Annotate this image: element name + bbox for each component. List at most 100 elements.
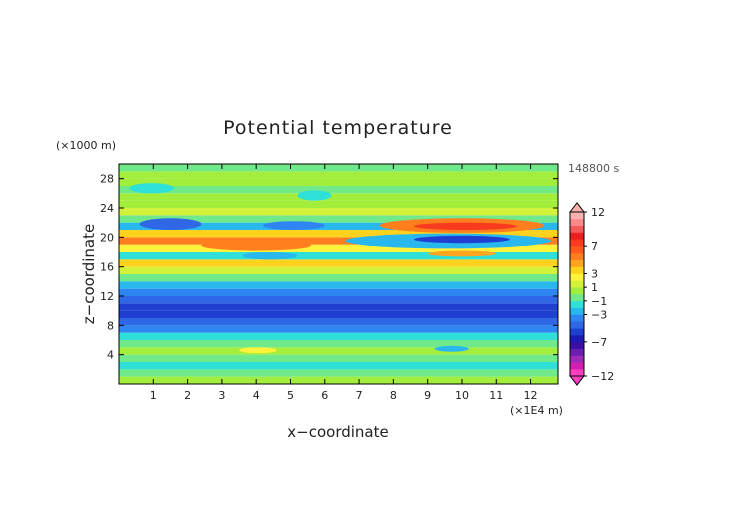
- x-tick-label: 1: [150, 389, 157, 402]
- heatmap-field: [119, 164, 558, 384]
- field-band: [119, 252, 558, 260]
- colorbar-swatch: [570, 280, 584, 288]
- field-feature: [297, 190, 332, 201]
- colorbar-swatch: [570, 212, 584, 220]
- field-band: [119, 237, 558, 245]
- colorbar-swatch: [570, 314, 584, 322]
- colorbar-swatch: [570, 355, 584, 363]
- field-feature: [434, 345, 469, 352]
- colorbar-swatch: [570, 362, 584, 370]
- x-tick-label: 7: [356, 389, 363, 402]
- field-feature: [139, 218, 202, 230]
- colorbar-swatch: [570, 307, 584, 315]
- x-unit-label: (×1E4 m): [510, 404, 563, 417]
- field-band: [119, 281, 558, 289]
- colorbar-swatch: [570, 328, 584, 336]
- y-tick-label: 4: [107, 349, 114, 362]
- field-feature: [263, 221, 325, 231]
- x-axis: 1 2 3 4 5 6 7 8 9 10 11 12: [150, 164, 538, 402]
- x-tick-label: 3: [218, 389, 225, 402]
- colorbar-swatch: [570, 348, 584, 356]
- field-band: [119, 318, 558, 326]
- colorbar-label: 1: [591, 281, 598, 294]
- chart-title: Potential temperature: [223, 117, 453, 139]
- field-band: [119, 259, 558, 267]
- colorbar-swatch: [570, 239, 584, 247]
- x-tick-label: 8: [390, 389, 397, 402]
- field-band: [119, 354, 558, 362]
- y-tick-label: 24: [100, 202, 114, 215]
- field-band: [119, 178, 558, 186]
- colorbar-swatch: [570, 266, 584, 274]
- field-band: [119, 266, 558, 274]
- y-axis-label: z−coordinate: [80, 224, 98, 324]
- x-tick-label: 11: [489, 389, 503, 402]
- colorbar-swatch: [570, 341, 584, 349]
- field-feature: [413, 222, 517, 230]
- plot-frame: [118, 163, 559, 385]
- field-band: [119, 164, 558, 172]
- x-axis-label: x−coordinate: [287, 423, 388, 441]
- colorbar-swatch: [570, 369, 584, 377]
- field-band: [119, 347, 558, 355]
- colorbar-label: −12: [591, 370, 614, 383]
- field-band: [119, 200, 558, 208]
- colorbar-swatch: [570, 218, 584, 226]
- colorbar-swatch: [570, 335, 584, 343]
- field-band: [119, 215, 558, 223]
- field-band: [119, 325, 558, 333]
- colorbar-swatch: [570, 232, 584, 240]
- colorbar-label: 12: [591, 206, 605, 219]
- time-label: 148800 s: [568, 162, 619, 175]
- field-band: [119, 230, 558, 238]
- x-tick-label: 2: [184, 389, 191, 402]
- field-band: [119, 208, 558, 216]
- field-band: [119, 296, 558, 304]
- field-band: [119, 362, 558, 370]
- y-tick-label: 16: [100, 261, 114, 274]
- colorbar-label: 3: [591, 268, 598, 281]
- field-band: [119, 186, 558, 194]
- colorbar-swatch: [570, 225, 584, 233]
- field-band: [119, 274, 558, 282]
- colorbar-swatch: [570, 294, 584, 302]
- y-tick-label: 28: [100, 173, 114, 186]
- x-tick-label: 6: [321, 389, 328, 402]
- colorbar-swatch: [570, 321, 584, 329]
- field-feature: [242, 252, 298, 260]
- field-band: [119, 376, 558, 384]
- x-tick-label: 9: [424, 389, 431, 402]
- x-tick-label: 4: [253, 389, 260, 402]
- colorbar-swatch: [570, 273, 584, 281]
- field-band: [119, 222, 558, 230]
- colorbar-swatch: [570, 300, 584, 308]
- y-tick-label: 8: [107, 319, 114, 332]
- colorbar-label: −1: [591, 295, 607, 308]
- field-band: [119, 193, 558, 201]
- colorbar: 12 7 31−1−3 −7 −12: [568, 202, 614, 386]
- field-band: [119, 340, 558, 348]
- colorbar-swatch: [570, 259, 584, 267]
- field-band: [119, 171, 558, 179]
- field-band: [119, 310, 558, 318]
- y-axis: 4 8 12 16 20 24 28: [100, 173, 558, 362]
- y-tick-label: 20: [100, 231, 114, 244]
- colorbar-swatch: [570, 246, 584, 254]
- colorbar-label: −3: [591, 309, 607, 322]
- field-band: [119, 369, 558, 377]
- colorbar-extend-bottom: [568, 375, 586, 386]
- colorbar-extend-top: [568, 202, 586, 213]
- field-feature: [413, 235, 510, 244]
- colorbar-frame: [569, 211, 585, 377]
- field-feature: [427, 250, 497, 257]
- field-band: [119, 244, 558, 252]
- field-feature: [129, 183, 174, 194]
- field-band: [119, 332, 558, 340]
- field-band: [119, 288, 558, 296]
- field-feature: [201, 240, 312, 251]
- field-feature: [239, 347, 277, 354]
- colorbar-swatch: [570, 253, 584, 261]
- colorbar-swatch: [570, 287, 584, 295]
- field-band: [119, 303, 558, 311]
